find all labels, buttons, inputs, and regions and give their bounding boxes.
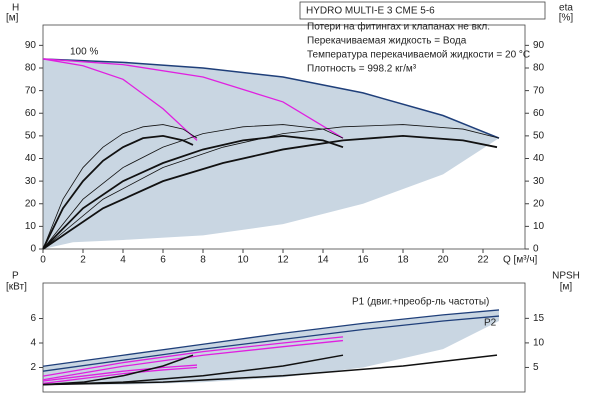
y-tick-label: 0 bbox=[30, 244, 36, 255]
x-tick-label: 2 bbox=[80, 255, 86, 266]
y-tick-label: 70 bbox=[25, 85, 37, 96]
curve bbox=[42, 354, 498, 386]
x-tick-label: 0 bbox=[40, 255, 46, 266]
y2-tick-label: 70 bbox=[533, 85, 545, 96]
y2-tick-label: 15 bbox=[533, 313, 545, 324]
y-tick-label: 50 bbox=[25, 131, 37, 142]
operating-area bbox=[43, 58, 499, 249]
note: Перекачиваемая жидкость = Вода bbox=[307, 36, 467, 47]
y2-tick-label: 5 bbox=[533, 362, 539, 373]
note: Плотность = 998.2 кг/м³ bbox=[307, 64, 417, 75]
curve bbox=[42, 336, 344, 377]
curve bbox=[42, 134, 498, 250]
y-tick-label: 60 bbox=[25, 108, 37, 119]
y2-tick-label: 90 bbox=[533, 40, 545, 51]
x-tick-label: 18 bbox=[397, 255, 409, 266]
y-axis-unit: [кВт] bbox=[6, 282, 27, 293]
x-tick-label: 14 bbox=[317, 255, 329, 266]
x-axis-label: Q [м³/ч] bbox=[503, 255, 538, 266]
y-axis-unit: [м] bbox=[6, 13, 19, 24]
curve bbox=[42, 366, 198, 385]
y2-tick-label: 0 bbox=[533, 244, 539, 255]
x-tick-label: 4 bbox=[120, 255, 126, 266]
y2-axis-unit: [м] bbox=[560, 282, 573, 293]
curve bbox=[42, 339, 344, 381]
curve bbox=[42, 134, 344, 250]
y2-axis-unit: [%] bbox=[559, 13, 574, 24]
y-tick-label: 40 bbox=[25, 153, 37, 164]
x-tick-label: 12 bbox=[277, 255, 289, 266]
y2-tick-label: 20 bbox=[533, 198, 545, 209]
y-tick-label: 90 bbox=[25, 40, 37, 51]
curve bbox=[42, 58, 500, 139]
annotation: 100 % bbox=[70, 47, 98, 58]
y-tick-label: 4 bbox=[30, 338, 36, 349]
y-axis-label: P bbox=[12, 271, 19, 282]
chart-title: HYDRO MULTI-E 3 CME 5-6 bbox=[306, 6, 435, 17]
curve bbox=[42, 315, 500, 372]
note: Температура перекачиваемой жидкости = 20… bbox=[307, 50, 530, 61]
plot-frame bbox=[42, 24, 526, 250]
y-tick-label: 2 bbox=[30, 362, 36, 373]
curve bbox=[42, 124, 344, 250]
x-tick-label: 20 bbox=[437, 255, 449, 266]
x-tick-label: 8 bbox=[200, 255, 206, 266]
annotation: P2 bbox=[484, 318, 497, 329]
annotation: P1 (двиг.+преобр-ль частоты) bbox=[352, 296, 489, 308]
note: Потери на фитингах и клапанах не вкл. bbox=[307, 21, 490, 33]
y2-axis-label: eta bbox=[559, 3, 573, 14]
y2-tick-label: 40 bbox=[533, 153, 545, 164]
y-tick-label: 80 bbox=[25, 63, 37, 74]
x-tick-label: 10 bbox=[237, 255, 249, 266]
y-tick-label: 20 bbox=[25, 198, 37, 209]
curve bbox=[42, 134, 194, 250]
y2-tick-label: 10 bbox=[533, 338, 545, 349]
plot-frame bbox=[42, 282, 526, 393]
y2-tick-label: 60 bbox=[533, 108, 545, 119]
curve bbox=[42, 124, 500, 250]
x-tick-label: 6 bbox=[160, 255, 166, 266]
curve bbox=[42, 354, 194, 386]
curve bbox=[42, 309, 500, 367]
curve bbox=[42, 124, 198, 250]
y-tick-label: 30 bbox=[25, 176, 37, 187]
y2-tick-label: 10 bbox=[533, 221, 545, 232]
y2-tick-label: 30 bbox=[533, 176, 545, 187]
curve bbox=[42, 364, 198, 382]
x-tick-label: 16 bbox=[357, 255, 369, 266]
title-box bbox=[299, 1, 546, 20]
x-tick-label: 22 bbox=[477, 255, 489, 266]
curve bbox=[42, 58, 198, 141]
y2-tick-label: 80 bbox=[533, 63, 545, 74]
operating-area bbox=[43, 309, 499, 385]
y2-axis-label: NPSH bbox=[552, 271, 580, 282]
curve bbox=[42, 58, 344, 139]
y2-tick-label: 50 bbox=[533, 131, 545, 142]
y-tick-label: 10 bbox=[25, 221, 37, 232]
y-tick-label: 6 bbox=[30, 313, 36, 324]
y-axis-label: H bbox=[12, 3, 19, 14]
